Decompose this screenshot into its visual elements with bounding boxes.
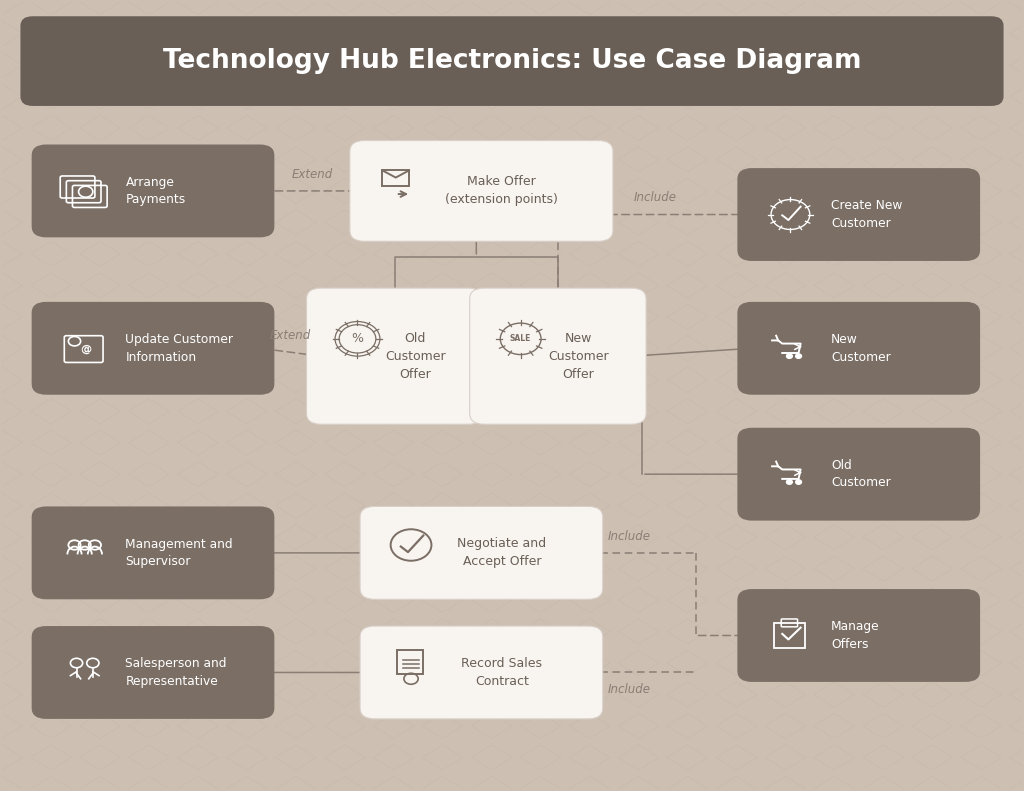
Text: New
Customer
Offer: New Customer Offer (548, 331, 608, 380)
FancyBboxPatch shape (360, 506, 603, 600)
FancyBboxPatch shape (470, 288, 646, 424)
Text: @: @ (80, 344, 91, 354)
Circle shape (786, 354, 793, 358)
Text: Update Customer
Information: Update Customer Information (126, 333, 233, 364)
Text: Management and
Supervisor: Management and Supervisor (126, 538, 233, 568)
Text: Manage
Offers: Manage Offers (831, 620, 880, 651)
FancyBboxPatch shape (737, 168, 980, 261)
Text: %: % (351, 332, 364, 346)
Text: Create New
Customer: Create New Customer (831, 199, 902, 229)
FancyBboxPatch shape (32, 506, 274, 600)
Text: SALE: SALE (510, 335, 531, 343)
Text: Make Offer
(extension points): Make Offer (extension points) (445, 176, 558, 206)
Text: Old
Customer: Old Customer (831, 459, 891, 490)
Text: Include: Include (608, 683, 651, 696)
FancyBboxPatch shape (20, 17, 1004, 106)
Text: Arrange
Payments: Arrange Payments (126, 176, 185, 206)
FancyBboxPatch shape (32, 626, 274, 719)
Text: Record Sales
Contract: Record Sales Contract (461, 657, 543, 688)
FancyBboxPatch shape (32, 302, 274, 395)
Circle shape (796, 354, 802, 358)
Text: Negotiate and
Accept Offer: Negotiate and Accept Offer (458, 537, 547, 569)
FancyBboxPatch shape (737, 589, 980, 682)
Text: Extend: Extend (269, 329, 311, 342)
Text: New
Customer: New Customer (831, 333, 891, 364)
Text: Extend: Extend (292, 168, 333, 180)
FancyBboxPatch shape (32, 145, 274, 237)
FancyBboxPatch shape (350, 141, 613, 241)
Text: Salesperson and
Representative: Salesperson and Representative (126, 657, 227, 687)
FancyBboxPatch shape (737, 428, 980, 520)
FancyBboxPatch shape (360, 626, 603, 719)
Circle shape (796, 479, 802, 484)
Text: Include: Include (633, 191, 676, 204)
FancyBboxPatch shape (737, 302, 980, 395)
Text: Old
Customer
Offer: Old Customer Offer (385, 331, 445, 380)
Text: Technology Hub Electronics: Use Case Diagram: Technology Hub Electronics: Use Case Dia… (163, 48, 861, 74)
Text: Include: Include (608, 530, 651, 543)
FancyBboxPatch shape (306, 288, 483, 424)
Circle shape (786, 479, 793, 484)
